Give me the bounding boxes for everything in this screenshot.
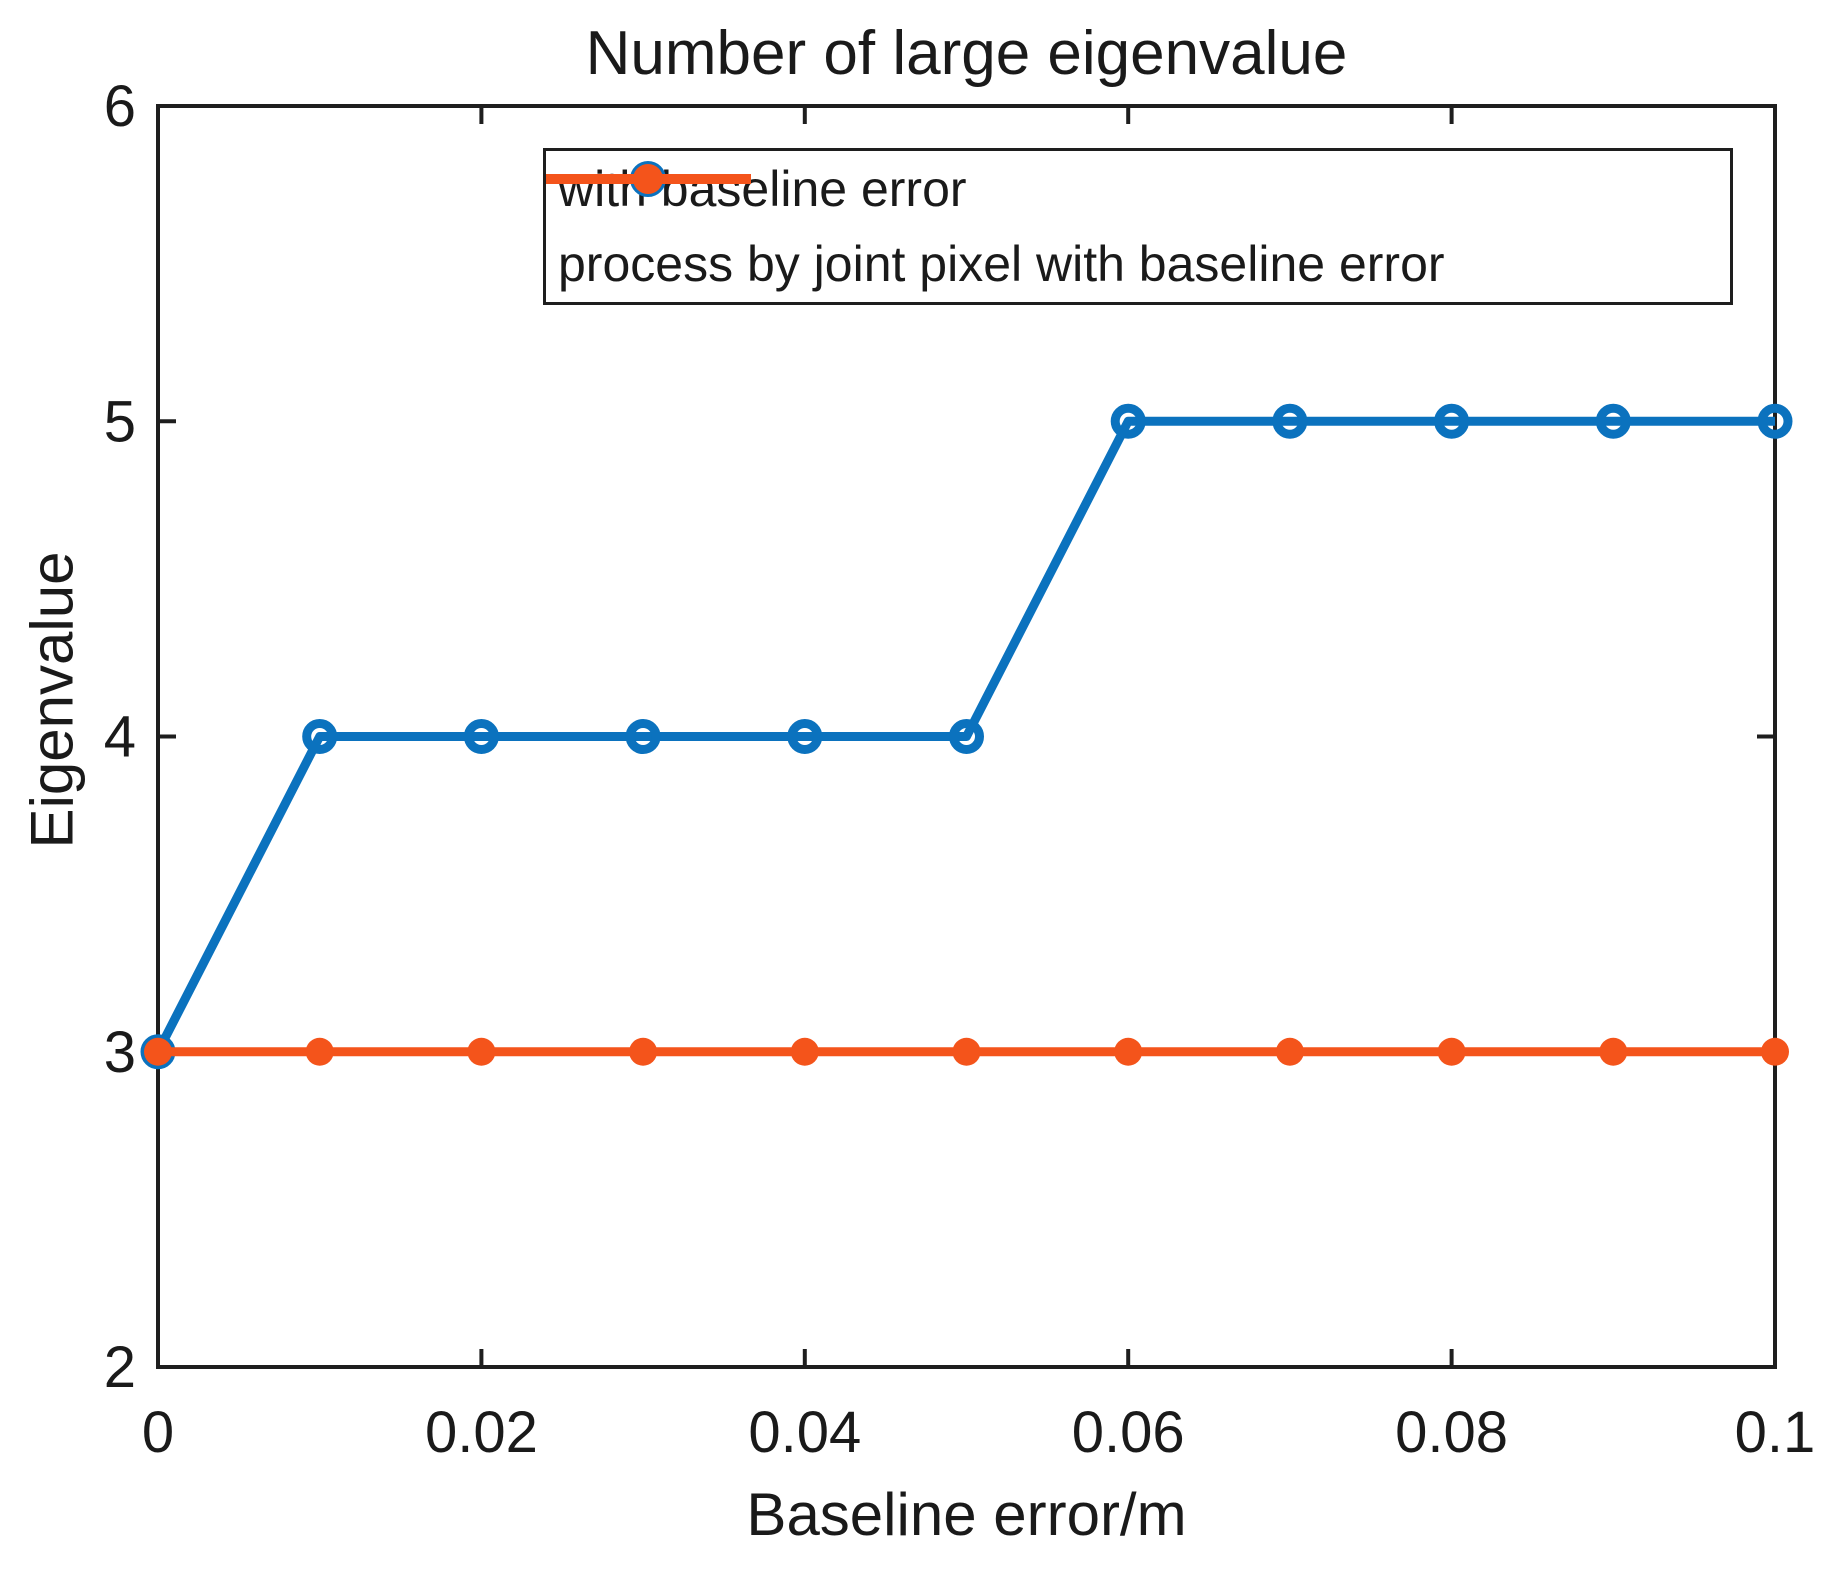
x-tick-label: 0.04 xyxy=(748,1400,861,1465)
series-1-marker xyxy=(790,1037,819,1066)
legend: with baseline error process by joint pixe… xyxy=(543,148,1733,305)
series-0-marker xyxy=(949,719,984,754)
series-0-marker xyxy=(302,719,338,754)
y-tick-label: 2 xyxy=(104,1335,136,1400)
x-tick-label: 0.1 xyxy=(1735,1400,1816,1465)
series-1-marker xyxy=(467,1037,496,1066)
legend-label-0: with baseline error xyxy=(558,161,967,218)
series-1-marker xyxy=(1599,1037,1628,1066)
x-axis-label: Baseline error/m xyxy=(746,1481,1187,1548)
series-0-marker xyxy=(1110,403,1146,439)
x-tick-label: 0.06 xyxy=(1072,1400,1185,1465)
legend-label-1: process by joint pixel with baseline err… xyxy=(558,235,1445,292)
x-tick-label: 0.08 xyxy=(1395,1400,1508,1465)
series-0-marker xyxy=(625,719,661,754)
series-1-marker xyxy=(144,1037,172,1066)
series-0-marker xyxy=(787,719,823,754)
series-1-marker xyxy=(952,1037,981,1066)
y-tick-label: 3 xyxy=(104,1020,136,1085)
series-0-marker xyxy=(1272,403,1308,439)
x-tick-label: 0 xyxy=(142,1400,174,1465)
series-1-marker xyxy=(1761,1037,1789,1066)
y-tick-label: 4 xyxy=(104,705,136,770)
series-1-marker xyxy=(629,1037,658,1066)
x-tick-label: 0.02 xyxy=(425,1400,538,1465)
series-1-marker xyxy=(1114,1037,1143,1066)
y-axis-label: Eigenvalue xyxy=(18,551,86,849)
y-tick-label: 6 xyxy=(104,74,136,139)
chart-title: Number of large eigenvalue xyxy=(585,19,1348,88)
series-0-marker xyxy=(1434,403,1470,439)
series-1-marker xyxy=(1275,1037,1304,1066)
series-0-marker xyxy=(1595,403,1631,439)
series-0-marker xyxy=(463,719,499,754)
series-line-0 xyxy=(153,416,1775,1054)
legend-sample-marker xyxy=(633,164,663,194)
series-1-marker xyxy=(305,1037,334,1066)
legend-item-1: process by joint pixel with baseline err… xyxy=(546,164,1730,300)
series-1-marker xyxy=(1437,1037,1466,1066)
y-tick-label: 5 xyxy=(104,389,136,454)
series-0-marker xyxy=(1757,403,1793,439)
legend-sample-1 xyxy=(546,164,751,194)
